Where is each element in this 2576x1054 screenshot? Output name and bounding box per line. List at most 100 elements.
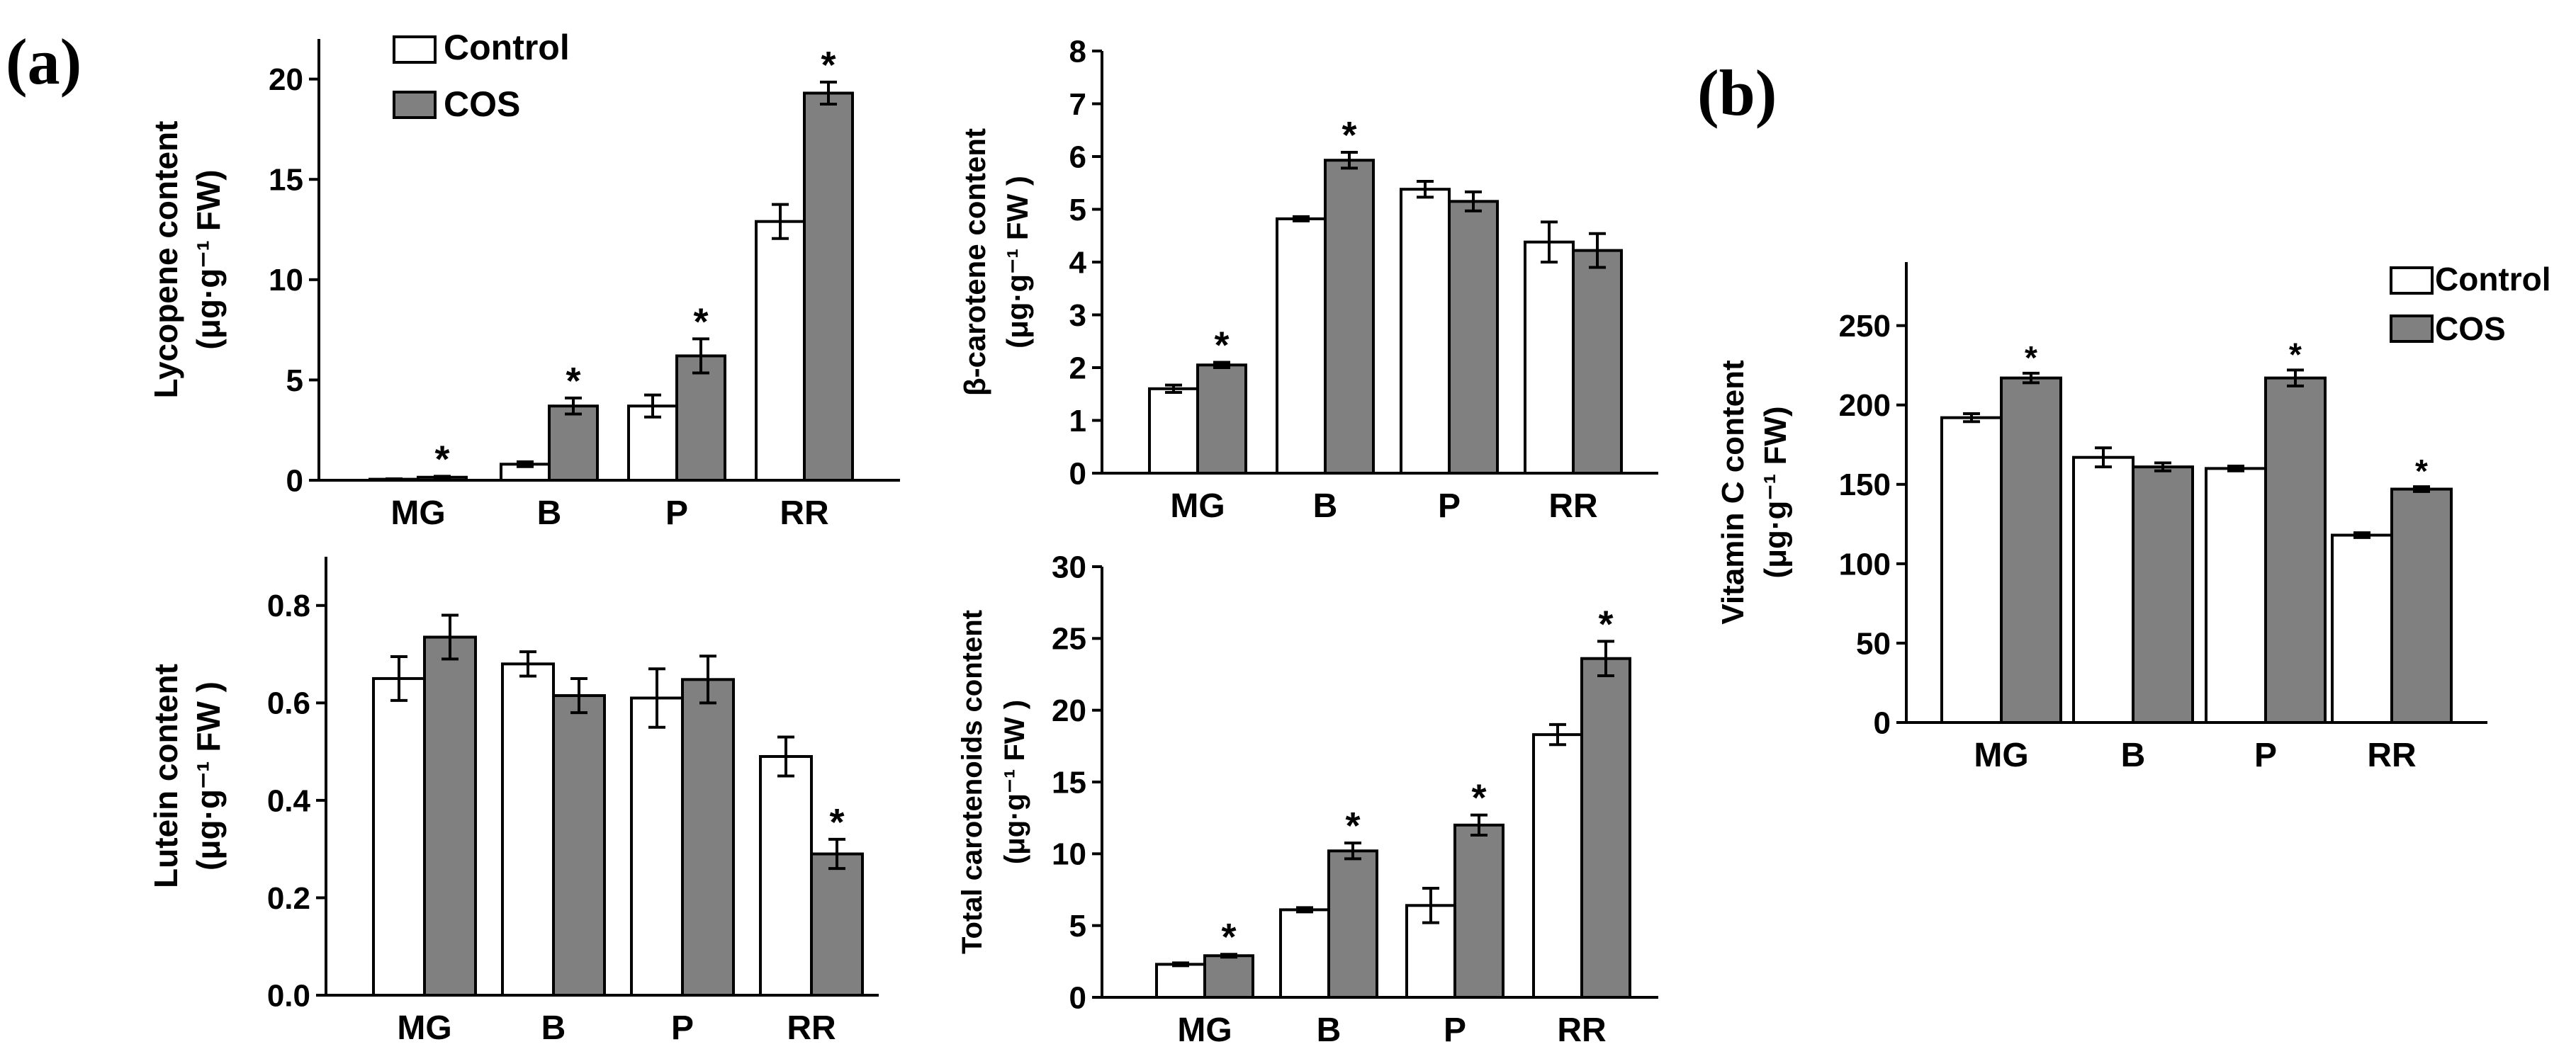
x-tick-label-p: P [1444,1012,1466,1049]
bar-control-rr [1524,240,1575,475]
significance-star: * [1214,324,1229,367]
bar-control-b [2072,455,2135,724]
legend-swatch-control-b [2390,266,2434,295]
y-tick-label: 25 [1052,622,1086,657]
significance-star: * [829,801,844,844]
bar-cos-b [552,694,606,997]
y-axis-label: Vitamin C content [1716,360,1750,625]
bar-cos-b [548,404,599,482]
y-tick-label: 0 [1069,456,1086,491]
legend-swatch-cos-b [2390,314,2434,343]
y-tick-label: 30 [1052,550,1086,584]
significance-star: * [1221,916,1236,958]
y-tick-label: 3 [1069,298,1086,333]
bar-cos-rr [1572,249,1623,475]
y-tick-label: 20 [269,62,303,97]
bar-cos-rr [810,852,864,997]
bar-control-rr [755,220,806,482]
bar-cos-p [1448,200,1499,475]
y-tick-label: 0 [286,463,303,498]
y-tick-label: 10 [1052,837,1086,872]
y-tick-label: 20 [1052,693,1086,728]
y-tick-label: 5 [286,363,303,398]
bar-control-b [1279,908,1330,999]
y-axis-label: Total carotenoids content [957,610,988,954]
y-tick-label: 50 [1856,626,1891,661]
significance-star: * [1471,777,1486,820]
x-tick-label-mg: MG [1974,737,2028,774]
y-axis-label: Lycopene content [147,121,184,399]
y-axis-unit-label: (μg·g⁻¹ FW) [1758,406,1793,578]
significance-star: * [1342,114,1356,157]
x-tick-label-p: P [671,1009,694,1047]
legend-label-cos: COS [444,84,520,124]
x-tick-label-mg: MG [390,494,445,532]
bar-cos-mg [1196,363,1247,475]
bar-control-mg [1940,416,2003,724]
significance-star: * [1345,805,1360,847]
x-tick-label-rr: RR [1548,487,1597,525]
x-tick-label-mg: MG [1177,1012,1232,1049]
bar-control-mg [1155,963,1206,999]
significance-star: * [434,438,449,480]
bar-control-rr [2331,533,2393,724]
legend-b: Control COS [2390,261,2551,347]
chart-beta-carotene: 0 1 2 3 4 5 6 7 8 β-carotene content (μg·g⁻¹ FW ) *… [958,34,1658,525]
bar-cos-mg [423,635,477,997]
bar-control-p [1400,188,1451,475]
bar-cos-mg [2000,376,2062,724]
x-tick-label-b: B [541,1009,566,1047]
x-tick-label-mg: MG [1170,487,1225,525]
panel-label-b: (b) [1697,57,1777,129]
bar-cos-p [2264,376,2327,724]
chart-lycopene: 0 5 10 15 20 Lycopene content (μg·g⁻¹ FW) * MG * B… [147,39,900,532]
y-tick-label: 1 [1069,404,1086,438]
bar-cos-rr [1580,657,1631,999]
bar-cos-p [681,678,735,997]
y-tick-label: 7 [1069,87,1086,122]
bar-control-b [501,662,555,997]
y-tick-label: 100 [1839,547,1891,582]
y-tick-label: 10 [269,263,303,298]
y-tick-label: 200 [1839,388,1891,423]
legend-swatch-cos [393,91,437,119]
bar-cos-b [1324,159,1375,475]
bar-control-p [630,696,684,997]
x-tick-label-b: B [537,494,562,532]
legend-label-control: Control [444,28,570,67]
x-tick-label-p: P [1438,487,1461,525]
legend-label-cos-b: COS [2435,310,2506,347]
panel-label-a: (a) [6,26,81,98]
x-tick-label-p: P [665,494,688,532]
y-axis-unit-label: (μg·g⁻¹ FW) [190,169,227,349]
y-axis-label: β-carotene content [958,128,991,396]
x-tick-label-rr: RR [780,494,828,532]
y-tick-label: 0 [1069,980,1086,1015]
significance-star: * [1598,603,1613,645]
y-tick-label: 15 [269,163,303,198]
y-tick-label: 0.2 [267,881,310,916]
y-tick-label: 5 [1069,909,1086,944]
y-tick-label: 0.4 [267,783,311,818]
bar-cos-b [1327,849,1378,999]
y-axis-label: Lutein content [147,664,184,888]
y-tick-label: 0.6 [267,686,310,721]
bar-cos-p [1453,823,1504,999]
y-axis-unit-label: (μg·g⁻¹ FW ) [190,681,227,871]
bar-control-b [1276,217,1327,475]
y-axis-unit-label: (μg·g⁻¹ FW ) [999,700,1030,864]
y-tick-label: 5 [1069,193,1086,227]
chart-vitamin-c: 0 50 100 150 200 250 Vitamin C content (μg·g⁻¹ … [1716,262,2487,774]
significance-star: * [2025,339,2037,376]
chart-total-carotenoids: 0 5 10 15 20 25 30 Total carotenoids content (μg… [957,550,1658,1049]
significance-star: * [693,300,708,343]
y-tick-label: 15 [1052,765,1086,800]
legend-a: Control COS [393,28,570,124]
legend-label-control-b: Control [2435,261,2551,298]
significance-star: * [2289,336,2302,373]
y-tick-label: 250 [1839,309,1891,344]
x-tick-label-p: P [2254,737,2277,774]
x-tick-label-rr: RR [787,1009,836,1047]
y-tick-label: 150 [1839,468,1891,502]
